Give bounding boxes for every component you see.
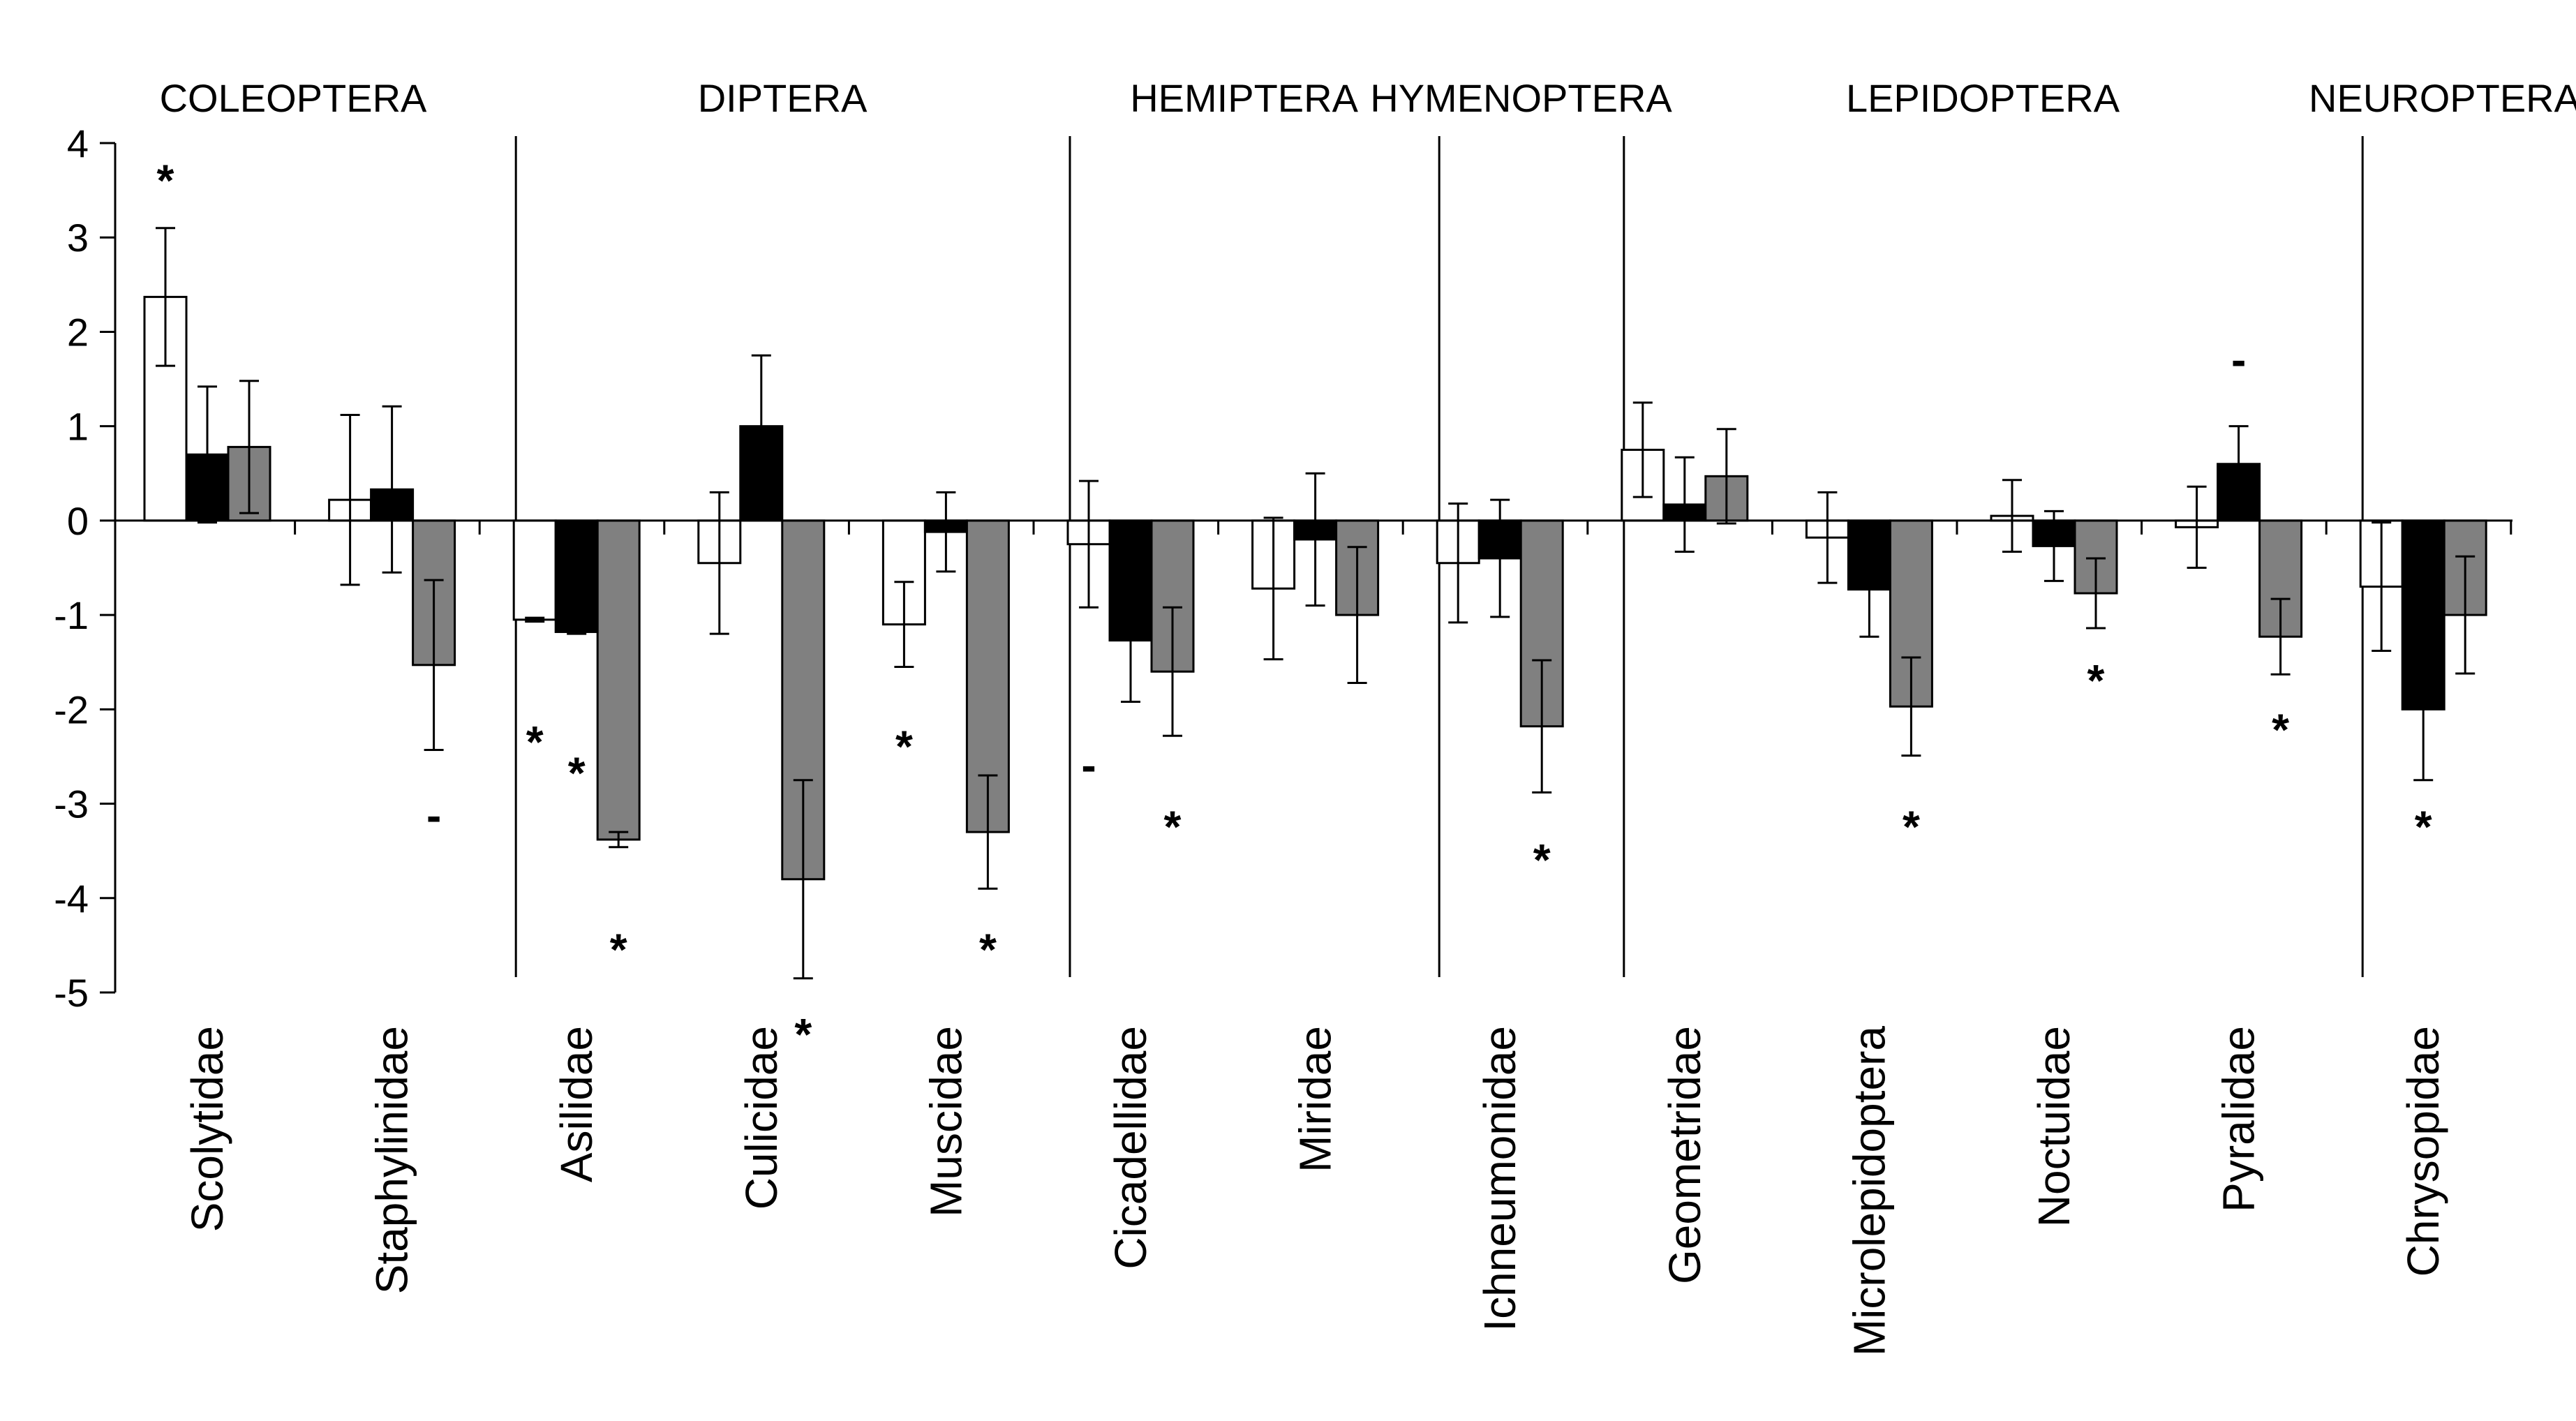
- y-tick-label: -2: [54, 687, 89, 731]
- significance-asterisk: *: [1903, 802, 1920, 852]
- bar-series-3-asilidae: [596, 519, 641, 841]
- category-label: Miridae: [1290, 1026, 1341, 1173]
- category-label: Scolytidae: [182, 1026, 232, 1232]
- y-tick-label: 2: [67, 310, 89, 354]
- category-label: Asilidae: [551, 1026, 602, 1182]
- category-label: Noctuidae: [2029, 1026, 2079, 1227]
- category-label: Cicadellidae: [1105, 1026, 1156, 1270]
- y-tick-label: 3: [67, 216, 89, 260]
- bar-series-1-asilidae: [512, 519, 557, 621]
- significance-asterisk: *: [2415, 802, 2432, 852]
- order-label: COLEOPTERA: [160, 76, 427, 120]
- category-label: Culicidae: [736, 1026, 787, 1210]
- significance-asterisk: *: [157, 155, 174, 205]
- bar-series-2-asilidae: [554, 519, 599, 633]
- significance-asterisk: *: [2272, 704, 2289, 754]
- significance-asterisk: *: [979, 924, 997, 974]
- y-tick-label: -5: [54, 971, 89, 1015]
- y-tick-label: -4: [54, 877, 89, 921]
- significance-asterisk: *: [895, 722, 913, 772]
- order-label: NEUROPTERA: [2309, 76, 2576, 120]
- y-tick-label: 0: [67, 499, 89, 543]
- order-label: DIPTERA: [698, 76, 868, 120]
- order-labels: COLEOPTERA DIPTERA HEMIPTERA HYMENOPTERA LEP…: [160, 76, 2576, 120]
- order-label: LEPIDOPTERA: [1846, 76, 2120, 120]
- y-axis-ticks: 4 3 2 1 0 -1 -2 -3 -4 -5: [54, 121, 115, 1015]
- bars: [143, 295, 2487, 881]
- category-label: Pyralidae: [2214, 1026, 2264, 1212]
- category-label: Microlepidoptera: [1844, 1026, 1894, 1357]
- error-bars: [156, 227, 2476, 980]
- significance-asterisk: *: [1533, 835, 1551, 885]
- y-tick-label: 4: [67, 121, 89, 165]
- category-label: Staphylinidae: [367, 1026, 417, 1294]
- significance-markers: * - * * * * * * - * * * * - * *: [157, 155, 2432, 1059]
- category-label: Geometridae: [1660, 1026, 1710, 1284]
- category-label: Ichneumonidae: [1475, 1026, 1525, 1332]
- order-label: HYMENOPTERA: [1370, 76, 1672, 120]
- axes: [114, 143, 2512, 992]
- significance-dash: -: [1081, 741, 1096, 791]
- significance-asterisk: *: [794, 1009, 812, 1059]
- significance-dash: -: [2231, 334, 2246, 385]
- order-label: HEMIPTERA: [1130, 76, 1358, 120]
- significance-asterisk: *: [526, 717, 544, 767]
- category-label: Chrysopidae: [2398, 1026, 2448, 1277]
- significance-asterisk: *: [568, 748, 586, 798]
- significance-asterisk: *: [610, 924, 627, 974]
- y-tick-label: 1: [67, 405, 89, 449]
- significance-asterisk: *: [1164, 802, 1182, 852]
- category-labels: Scolytidae Staphylinidae Asilidae Culicidae…: [182, 1026, 2448, 1357]
- significance-dash: -: [426, 790, 441, 840]
- significance-asterisk: *: [2087, 655, 2105, 706]
- y-tick-label: -1: [54, 593, 89, 637]
- category-label: Muscidae: [921, 1026, 971, 1217]
- y-tick-label: -3: [54, 782, 89, 826]
